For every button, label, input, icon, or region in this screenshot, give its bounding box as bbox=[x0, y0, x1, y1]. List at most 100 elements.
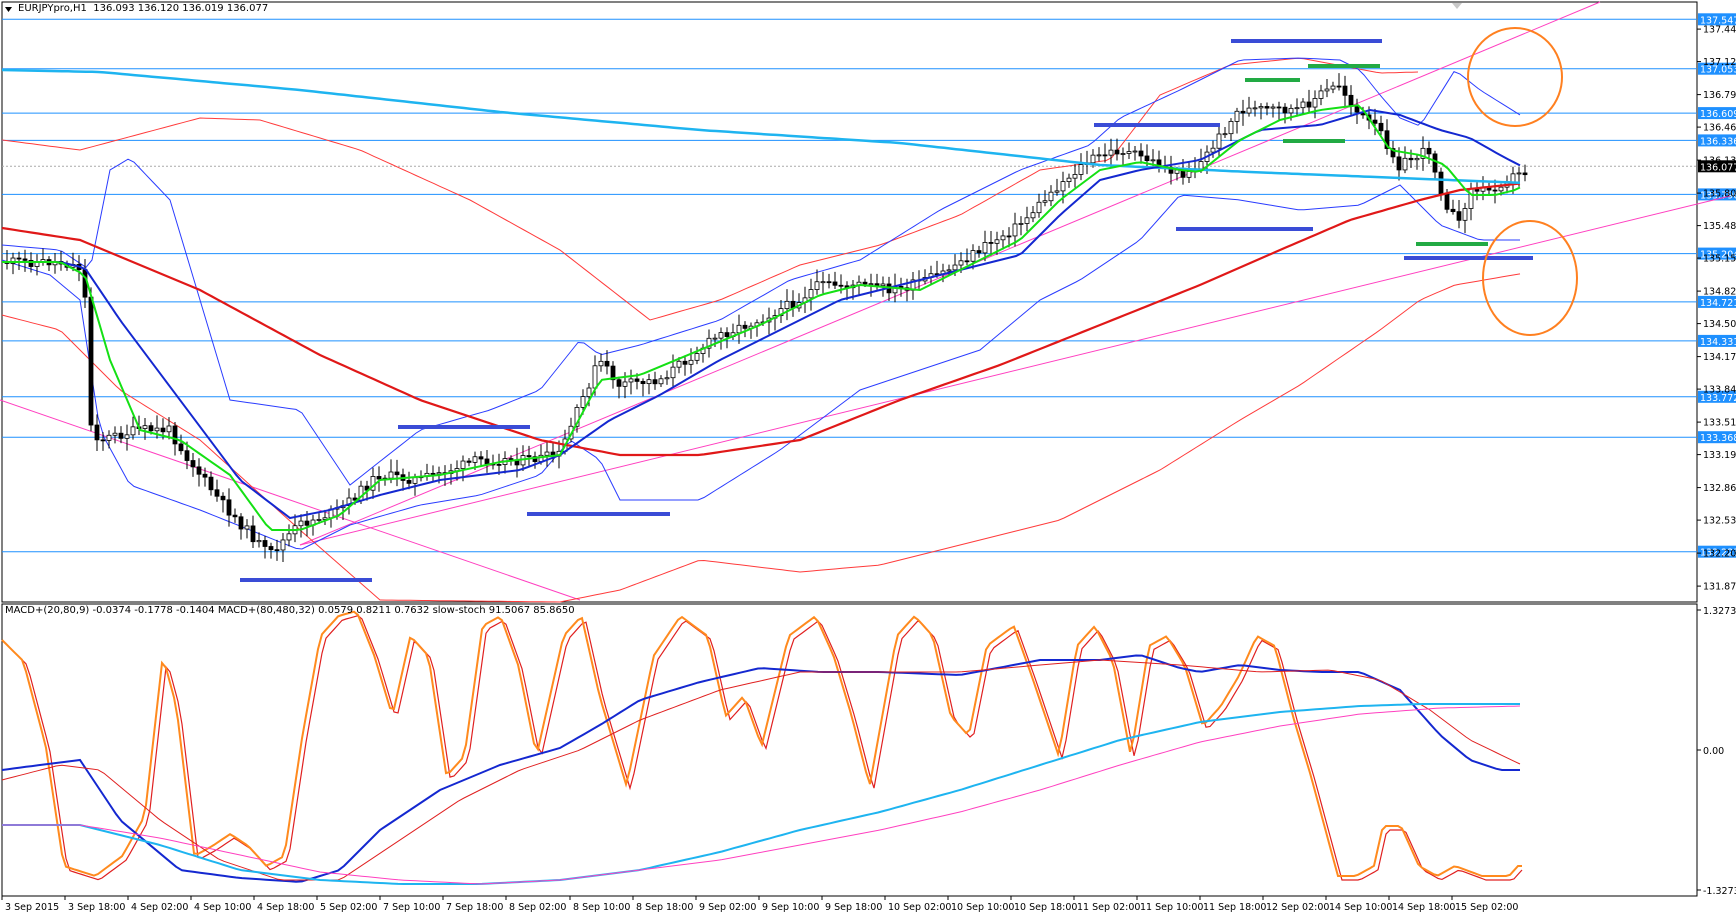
candle-bull bbox=[1300, 101, 1306, 109]
candle-bear bbox=[82, 269, 88, 298]
price-level-tag bbox=[1698, 13, 1736, 26]
price-level-label: 134.331 bbox=[1700, 337, 1736, 348]
candle-bull bbox=[1000, 235, 1006, 241]
candle-bear bbox=[160, 427, 166, 433]
price-level-label: 133.772 bbox=[1700, 393, 1736, 404]
bollinger-upper-red bbox=[1, 57, 1419, 321]
price-level-tag bbox=[1698, 134, 1736, 147]
candle-bull bbox=[1498, 186, 1504, 192]
candle-bull bbox=[592, 365, 598, 389]
candle-bear bbox=[1348, 94, 1354, 107]
candle-bear bbox=[196, 466, 202, 475]
candle-bull bbox=[316, 519, 322, 521]
time-axis-label: 3 Sep 2015 bbox=[5, 902, 59, 913]
candle-bull bbox=[736, 324, 742, 334]
price-axis-label: 136.794 bbox=[1703, 90, 1736, 101]
candle-bear bbox=[1444, 193, 1450, 210]
candle-bull bbox=[1126, 151, 1132, 154]
candle-bull bbox=[946, 269, 952, 272]
candle-bull bbox=[574, 407, 580, 427]
price-level-label: 136.336 bbox=[1700, 136, 1736, 147]
candle-bear bbox=[1240, 110, 1246, 114]
candle-bull bbox=[1060, 181, 1066, 192]
candle-bear bbox=[610, 365, 616, 381]
candle-bull bbox=[694, 353, 700, 361]
candle-bear bbox=[1282, 106, 1288, 114]
candle-bull bbox=[712, 337, 718, 340]
candle-bull bbox=[112, 432, 118, 436]
time-axis-label: 3 Sep 18:00 bbox=[68, 902, 125, 913]
price-level-label: 137.053 bbox=[1700, 65, 1736, 76]
candle-bear bbox=[1432, 153, 1438, 173]
candle-bear bbox=[1336, 85, 1342, 88]
price-level-tag bbox=[1698, 247, 1736, 260]
candle-bear bbox=[250, 525, 256, 543]
price-axis-label: 136.469 bbox=[1703, 123, 1736, 134]
indicator-axis-label: -1.3273 bbox=[1703, 886, 1736, 897]
candle-bull bbox=[658, 378, 664, 385]
candle-bull bbox=[1414, 157, 1420, 161]
price-axis-label: 135.484 bbox=[1703, 221, 1736, 232]
symbol-label: EURJPYpro,H1 bbox=[18, 3, 87, 14]
candle-bull bbox=[1030, 212, 1036, 219]
candle-bear bbox=[604, 360, 610, 367]
macd-fast-signal-line bbox=[1, 659, 1521, 881]
price-level-label: 137.547 bbox=[1700, 15, 1736, 26]
price-level-label: 135.796 bbox=[1700, 190, 1736, 201]
candle-bull bbox=[688, 359, 694, 365]
price-level-tag bbox=[1698, 545, 1736, 558]
indicator-axis-label: 0.00 bbox=[1703, 746, 1724, 757]
price-axis-label: 134.174 bbox=[1703, 352, 1736, 363]
ema-blue bbox=[2, 108, 1521, 520]
candle-bear bbox=[484, 458, 490, 465]
macd-slow-line bbox=[2, 703, 1520, 885]
candle-bull bbox=[586, 387, 592, 398]
candle-bull bbox=[1312, 98, 1318, 108]
candle-bull bbox=[784, 300, 790, 310]
candle-bull bbox=[142, 425, 148, 429]
candle-bull bbox=[1258, 106, 1264, 109]
candle-bull bbox=[1318, 90, 1324, 99]
candle-bear bbox=[94, 424, 100, 441]
price-axis-label: 135.809 bbox=[1703, 189, 1736, 200]
candle-bear bbox=[964, 260, 970, 263]
shift-marker-icon[interactable] bbox=[1452, 3, 1462, 9]
candle-bear bbox=[1438, 171, 1444, 195]
candle-bear bbox=[496, 463, 502, 466]
candle-bear bbox=[1342, 85, 1348, 96]
candle-bull bbox=[958, 260, 964, 266]
indicator-header: MACD+(20,80,9) -0.0374 -0.1778 -0.1404 M… bbox=[5, 605, 575, 616]
candle-bull bbox=[1096, 154, 1102, 157]
candle-bull bbox=[1222, 133, 1228, 136]
time-axis-label: 4 Sep 10:00 bbox=[194, 902, 251, 913]
candle-bull bbox=[166, 425, 172, 433]
price-axis-label: 134.504 bbox=[1703, 319, 1736, 330]
candle-bull bbox=[646, 379, 652, 385]
price-level-tag bbox=[1698, 107, 1736, 120]
bollinger-upper-blue bbox=[1, 57, 1521, 486]
candle-bear bbox=[394, 471, 400, 476]
candle-bear bbox=[526, 455, 532, 458]
candle-bear bbox=[238, 516, 244, 530]
price-axis-label: 134.829 bbox=[1703, 287, 1736, 298]
candle-bull bbox=[1210, 147, 1216, 153]
candle-bull bbox=[676, 360, 682, 368]
candle-bull bbox=[436, 472, 442, 475]
candle-bear bbox=[838, 284, 844, 287]
candle-bull bbox=[1234, 110, 1240, 122]
candle-bull bbox=[286, 533, 292, 541]
price-level-label: 133.368 bbox=[1700, 433, 1736, 444]
candle-bull bbox=[346, 497, 352, 506]
candle-bull bbox=[472, 456, 478, 463]
price-level-tag bbox=[1698, 62, 1736, 75]
time-axis-label: 9 Sep 10:00 bbox=[762, 902, 819, 913]
candle-bear bbox=[1426, 147, 1432, 155]
candle-bull bbox=[1252, 107, 1258, 110]
candle-bear bbox=[232, 514, 238, 518]
candle-bull bbox=[1090, 154, 1096, 164]
candle-bull bbox=[1072, 174, 1078, 179]
dropdown-arrow-icon[interactable] bbox=[5, 7, 12, 12]
candle-bull bbox=[460, 460, 466, 469]
